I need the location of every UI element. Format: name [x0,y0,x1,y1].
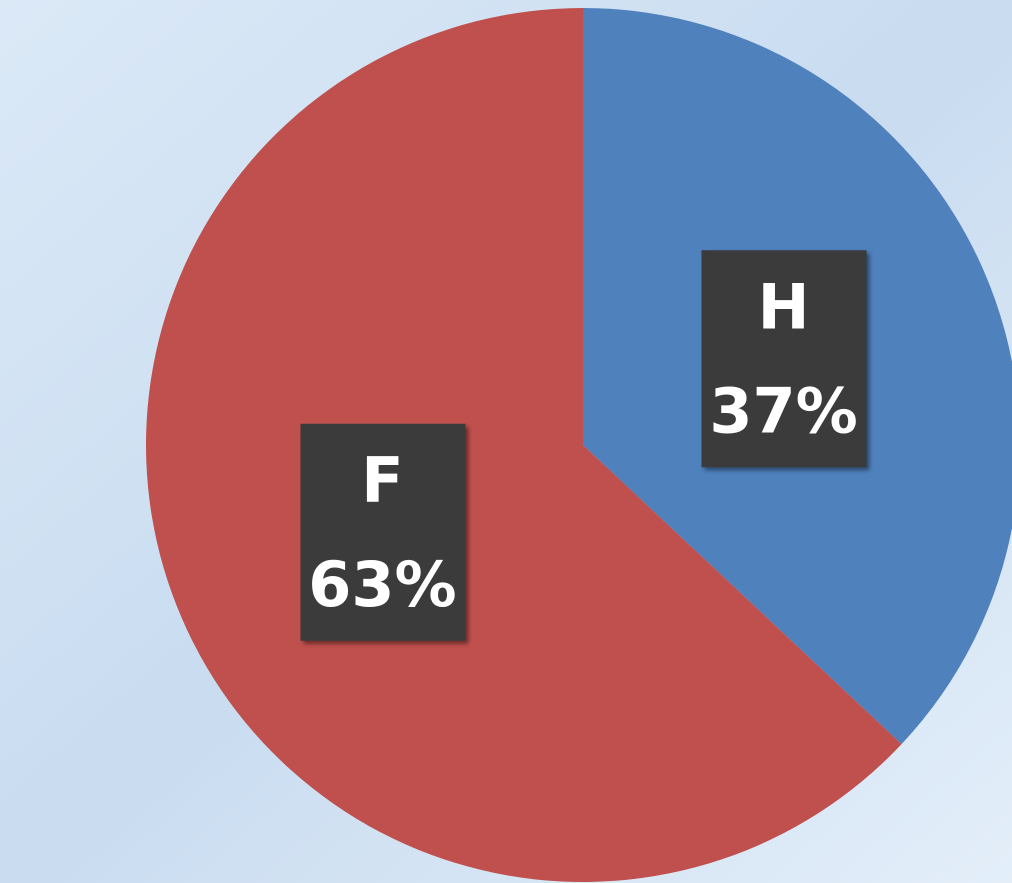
category-label: F [361,444,403,517]
label-box [300,423,466,641]
slices [145,8,1012,883]
labels: H 37% F 63% [300,250,867,641]
pie-slice [145,8,902,883]
value-label: 63% [308,548,456,621]
category-label: H [758,270,810,343]
value-label: 37% [709,374,857,447]
label-box [701,250,867,468]
